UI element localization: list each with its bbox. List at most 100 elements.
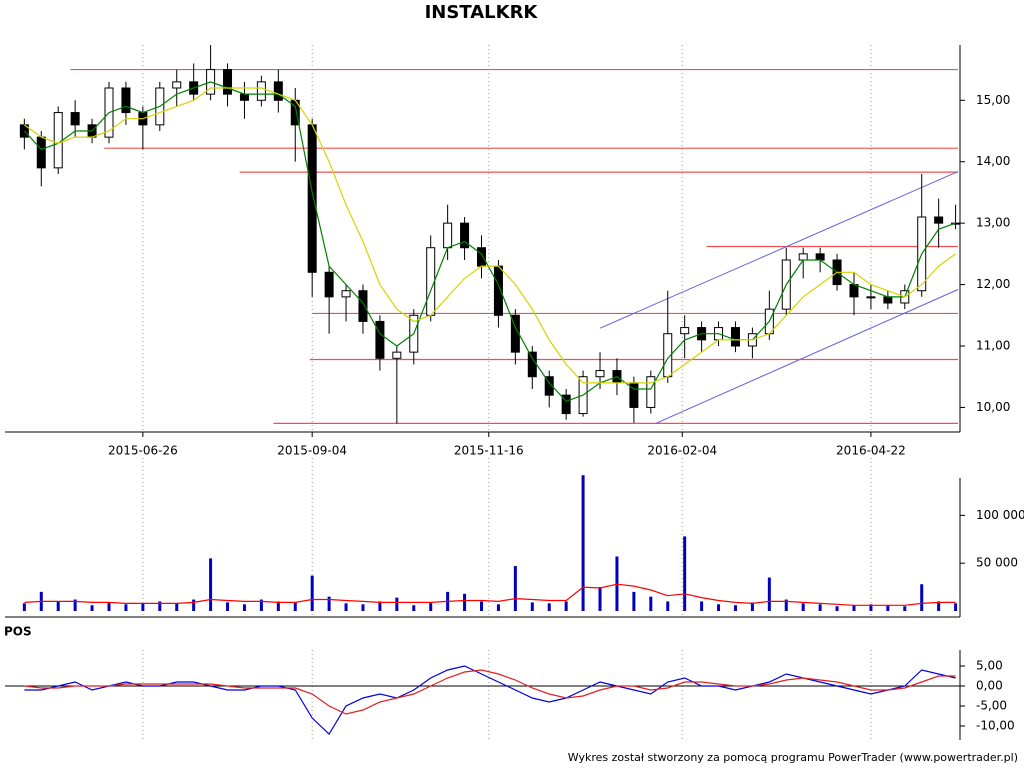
volume-bar	[90, 605, 94, 611]
moving-average	[24, 87, 956, 384]
volume-bar	[920, 584, 924, 611]
candle-body	[53, 112, 63, 169]
price-tick-label: 10,00	[976, 400, 1010, 414]
volume-bar	[276, 601, 280, 611]
candle-body	[798, 253, 808, 261]
volume-bar	[73, 599, 77, 611]
candle-body	[239, 93, 249, 101]
volume-bar	[903, 606, 907, 611]
candle-body	[561, 394, 571, 415]
volume-bar	[937, 601, 941, 611]
candle-body	[730, 327, 740, 347]
volume-bar	[124, 604, 128, 611]
volume-bar	[310, 575, 314, 611]
x-tick-label: 2015-11-16	[454, 444, 524, 458]
candle-body	[375, 320, 385, 359]
volume-bar	[717, 604, 721, 611]
footer: Wykres został stworzony za pomocą progra…	[568, 751, 1018, 764]
volume-bar	[683, 536, 687, 611]
pos-tick-label: 5,00	[976, 659, 1003, 673]
volume-bar	[361, 604, 365, 611]
volume-bar	[632, 591, 636, 611]
pos-tick-label: -5,00	[976, 699, 1007, 713]
volume-bar	[666, 601, 670, 611]
price-tick-label: 15,00	[976, 93, 1010, 107]
moving-average	[23, 81, 956, 403]
candle-body	[680, 327, 690, 335]
candle-body	[849, 284, 859, 298]
candle-body	[934, 216, 944, 224]
price-tick-label: 11,00	[976, 339, 1010, 353]
trend-line	[655, 289, 959, 424]
pos-title: POS	[4, 625, 32, 639]
volume-bar	[259, 599, 263, 611]
price-tick-label: 13,00	[976, 216, 1010, 230]
x-tick-label: 2015-09-04	[277, 444, 347, 458]
volume-bar	[581, 475, 585, 611]
volume-tick-label: 50 000	[976, 556, 1018, 570]
volume-bar	[750, 602, 754, 611]
x-tick-label: 2016-04-22	[836, 444, 906, 458]
pos-line	[24, 665, 956, 735]
trend-line	[599, 171, 959, 329]
candle-body	[324, 271, 334, 298]
candle-body	[866, 296, 876, 299]
volume-bar	[192, 599, 196, 611]
candle-body	[273, 81, 283, 101]
volume-bar	[733, 605, 737, 611]
volume-bar	[852, 605, 856, 611]
volume-bar	[158, 601, 162, 611]
candle-body	[883, 296, 893, 304]
volume-bar	[412, 605, 416, 611]
volume-bar	[886, 605, 890, 611]
candle-body	[477, 247, 486, 267]
volume-bar	[700, 601, 704, 611]
volume-bar	[649, 596, 653, 611]
candle-body	[595, 370, 605, 378]
volume-bar	[429, 602, 433, 611]
volume-bar	[395, 597, 399, 611]
volume-bar	[22, 603, 26, 611]
price-tick-label: 14,00	[976, 154, 1010, 168]
candle-body	[392, 351, 402, 359]
candle-body	[358, 290, 368, 322]
volume-bar	[513, 566, 517, 611]
candle-body	[460, 222, 470, 249]
candle-body	[544, 376, 554, 396]
volume-bar	[141, 603, 145, 611]
volume-bar	[547, 603, 551, 611]
volume-bar	[496, 604, 500, 611]
volume-bar	[107, 602, 111, 611]
x-tick-label: 2016-02-04	[647, 444, 717, 458]
volume-bar	[378, 601, 382, 611]
candle-body	[256, 81, 266, 101]
candle-body	[223, 69, 233, 95]
volume-bar	[226, 602, 230, 611]
chart-title: INSTALKRK	[425, 2, 539, 23]
pos-line	[24, 669, 956, 715]
volume-bar	[530, 602, 534, 611]
volume-bar	[598, 587, 602, 611]
pos-tick-label: -10,00	[976, 719, 1015, 733]
x-tick-label: 2015-06-26	[108, 444, 178, 458]
candle-body	[121, 87, 131, 114]
volume-average	[24, 583, 956, 606]
candle-body	[646, 376, 656, 408]
volume-bar	[480, 601, 483, 611]
volume-bar	[954, 603, 958, 611]
volume-tick-label: 100 000	[976, 508, 1024, 522]
candle-body	[19, 124, 29, 138]
candle-body	[443, 222, 453, 249]
candle-body	[307, 124, 317, 273]
candle-body	[172, 81, 182, 89]
volume-bar	[56, 601, 60, 611]
candle-body	[426, 247, 436, 316]
volume-bar	[564, 601, 568, 611]
candle-body	[70, 112, 80, 126]
volume-bar	[818, 604, 822, 611]
candle-body	[36, 136, 46, 169]
volume-bar	[242, 604, 246, 611]
volume-bar	[463, 593, 467, 611]
